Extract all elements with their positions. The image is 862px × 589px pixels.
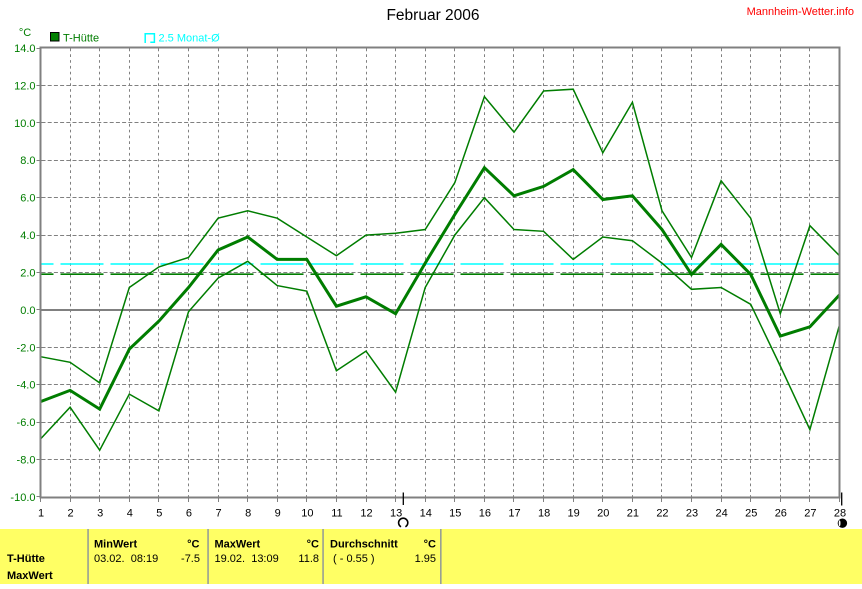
svg-text:Februar 2006: Februar 2006 (386, 7, 479, 24)
svg-text:°C: °C (19, 27, 31, 39)
svg-text:-7.5: -7.5 (181, 553, 200, 565)
svg-text:T-Hütte: T-Hütte (63, 32, 99, 44)
svg-text:8.0: 8.0 (20, 155, 35, 167)
svg-text:21: 21 (627, 508, 639, 520)
svg-text:10: 10 (301, 508, 313, 520)
svg-text:16: 16 (479, 508, 491, 520)
svg-text:MaxWert: MaxWert (7, 570, 53, 582)
svg-text:28: 28 (834, 508, 846, 520)
svg-text:12.0: 12.0 (14, 80, 35, 92)
svg-text:22: 22 (656, 508, 668, 520)
svg-text:°C: °C (424, 539, 436, 551)
svg-text:24: 24 (716, 508, 728, 520)
svg-text:19.02. 13:09: 19.02. 13:09 (215, 553, 279, 565)
svg-text:1.95: 1.95 (415, 553, 436, 565)
svg-text:MaxWert: MaxWert (215, 539, 261, 551)
svg-text:8: 8 (245, 508, 251, 520)
svg-text:°C: °C (187, 539, 199, 551)
svg-text:13: 13 (390, 508, 402, 520)
svg-text:26: 26 (775, 508, 787, 520)
svg-text:14.0: 14.0 (14, 43, 35, 55)
svg-text:-4.0: -4.0 (17, 380, 36, 392)
svg-text:03.02. 08:19: 03.02. 08:19 (94, 553, 158, 565)
svg-text:19: 19 (568, 508, 580, 520)
svg-text:Mannheim-Wetter.info: Mannheim-Wetter.info (747, 6, 854, 18)
svg-text:Durchschnitt: Durchschnitt (330, 539, 398, 551)
svg-text:-2.0: -2.0 (17, 342, 36, 354)
svg-text:17: 17 (508, 508, 520, 520)
svg-text:3: 3 (97, 508, 103, 520)
svg-text:23: 23 (686, 508, 698, 520)
svg-text:18: 18 (538, 508, 550, 520)
svg-text:11.8: 11.8 (298, 553, 319, 565)
svg-text:15: 15 (449, 508, 461, 520)
svg-text:12: 12 (360, 508, 372, 520)
svg-text:2.5 Monat-Ø: 2.5 Monat-Ø (159, 32, 221, 44)
svg-text:°C: °C (307, 539, 319, 551)
svg-text:27: 27 (804, 508, 816, 520)
svg-text:-6.0: -6.0 (17, 417, 36, 429)
svg-text:6: 6 (186, 508, 192, 520)
svg-text:9: 9 (275, 508, 281, 520)
svg-text:7: 7 (215, 508, 221, 520)
svg-text:4.0: 4.0 (20, 230, 35, 242)
svg-text:11: 11 (331, 508, 342, 520)
svg-text:MinWert: MinWert (94, 539, 138, 551)
svg-text:20: 20 (597, 508, 609, 520)
svg-text:0.0: 0.0 (20, 305, 35, 317)
svg-text:T-Hütte: T-Hütte (7, 553, 45, 565)
svg-text:2: 2 (68, 508, 74, 520)
svg-text:4: 4 (127, 508, 133, 520)
svg-text:14: 14 (420, 508, 432, 520)
svg-text:6.0: 6.0 (20, 193, 35, 205)
svg-text:10.0: 10.0 (14, 118, 35, 130)
svg-text:2.0: 2.0 (20, 267, 35, 279)
svg-text:1: 1 (38, 508, 44, 520)
svg-text:( - 0.55 ): ( - 0.55 ) (333, 553, 375, 565)
svg-text:-10.0: -10.0 (10, 492, 35, 504)
svg-text:-8.0: -8.0 (17, 455, 36, 467)
svg-text:25: 25 (745, 508, 757, 520)
svg-text:5: 5 (156, 508, 162, 520)
